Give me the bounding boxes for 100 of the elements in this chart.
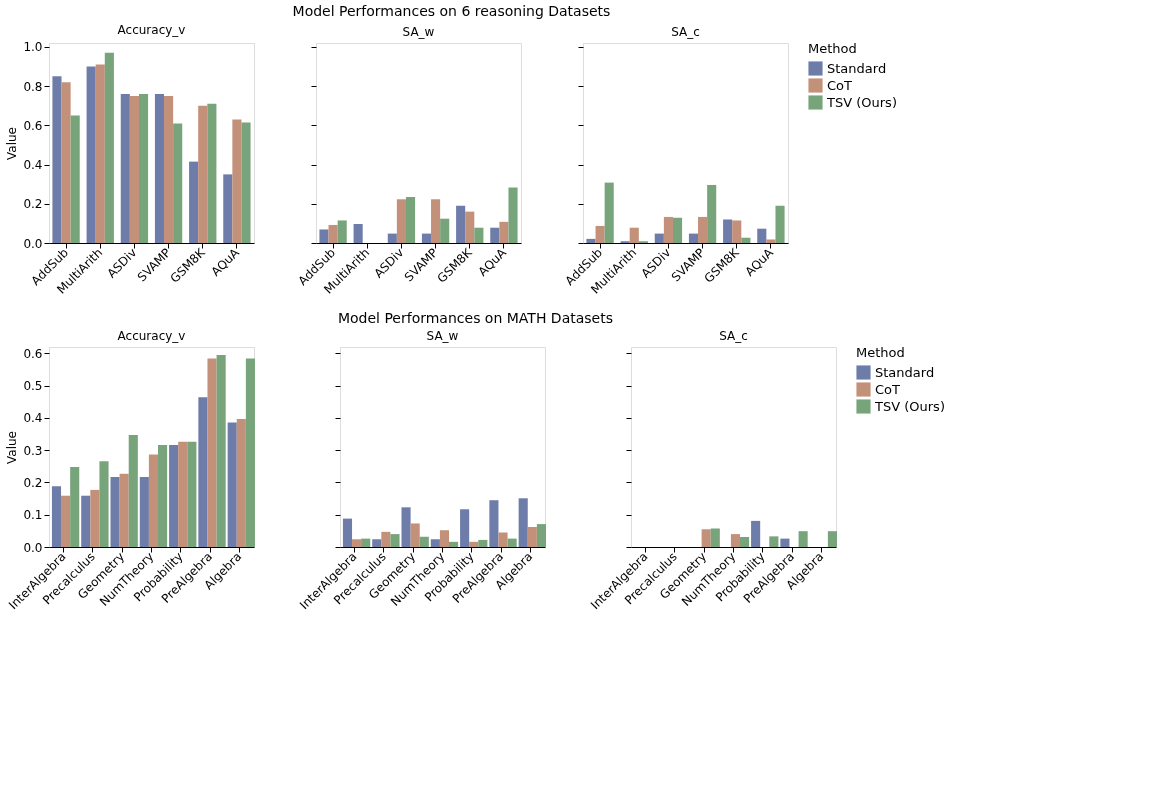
y-tick-label: 0.2 (23, 197, 43, 212)
y-tick-label: 0.2 (23, 475, 43, 490)
bar (456, 205, 466, 243)
chart-title: SA_w (402, 25, 435, 39)
bar (223, 174, 233, 243)
y-tick-label: 1.0 (23, 40, 43, 55)
bar (688, 233, 699, 243)
bar (769, 536, 779, 547)
bar (701, 529, 711, 547)
bar (120, 93, 130, 243)
bar (449, 541, 459, 547)
bar (629, 227, 639, 243)
bar (730, 534, 741, 547)
bar (207, 358, 217, 547)
y-tick-label: 0.4 (23, 158, 43, 173)
bar (431, 199, 441, 243)
bar (751, 520, 761, 547)
bar (732, 220, 742, 243)
bar (663, 216, 673, 243)
bar (827, 531, 837, 547)
bar (536, 524, 546, 547)
bar (372, 539, 382, 547)
bar (401, 507, 411, 547)
y-tick-label: 0.4 (23, 411, 43, 426)
bar (507, 538, 517, 547)
bar (70, 467, 80, 547)
bar (396, 199, 406, 243)
bar (723, 219, 733, 243)
bar (381, 531, 391, 547)
legend-title: Method (808, 41, 857, 56)
y-axis-title: Value (5, 127, 20, 160)
chart-title: SA_c (719, 329, 748, 343)
bar (353, 223, 363, 243)
bar (465, 211, 475, 243)
chart-title: Accuracy_v (117, 22, 186, 37)
y-tick-label: 0.5 (23, 379, 43, 394)
bar (440, 218, 450, 243)
bar (654, 233, 664, 243)
bar (430, 539, 440, 547)
bar (710, 528, 720, 547)
bar (169, 445, 179, 547)
bar (119, 473, 129, 547)
bar (245, 358, 255, 547)
bar (158, 445, 168, 547)
bar (99, 461, 109, 547)
bar (328, 224, 338, 243)
legend-label: CoT (875, 381, 901, 397)
bar (361, 538, 371, 547)
bar (474, 227, 484, 243)
bar (241, 122, 251, 243)
bar (586, 238, 596, 243)
bar (672, 217, 683, 243)
bar (173, 123, 183, 243)
y-tick-label: 0.1 (23, 508, 43, 523)
bar (595, 225, 605, 243)
bar (352, 539, 362, 547)
y-tick-label: 0.6 (23, 118, 43, 133)
chart-title: SA_c (671, 25, 700, 39)
y-tick-label: 0.0 (23, 236, 43, 251)
bar (460, 509, 470, 547)
bar (707, 184, 717, 243)
bar (478, 539, 488, 547)
bar (232, 119, 242, 243)
bar (52, 76, 62, 243)
y-tick-label: 0.0 (23, 540, 43, 555)
bar (508, 187, 518, 243)
bar (527, 527, 537, 547)
bar (70, 115, 80, 243)
bar (387, 233, 397, 243)
y-axis-title: Value (5, 431, 20, 464)
bar (129, 95, 139, 243)
bar (138, 93, 149, 243)
legend-label: Standard (875, 364, 935, 380)
bar (419, 536, 429, 547)
bar (766, 239, 776, 243)
bar (207, 103, 217, 243)
bar (110, 477, 120, 547)
text: Model Performances on MATH Datasets (337, 309, 613, 326)
bar (178, 441, 188, 547)
bar (740, 537, 750, 547)
bar (798, 531, 808, 547)
text: Model Performances on 6 reasoning Datasets (292, 3, 611, 20)
bar (61, 495, 71, 547)
chart-title: SA_w (426, 329, 459, 343)
bar (51, 486, 62, 547)
bar (128, 435, 138, 547)
legend-label: CoT (827, 77, 853, 93)
bar (490, 227, 500, 243)
bar (198, 397, 208, 547)
bar (342, 518, 353, 547)
legend-label: Standard (827, 60, 887, 76)
bar (741, 237, 751, 243)
bar (489, 500, 499, 547)
bar (148, 454, 159, 547)
bar (236, 418, 246, 547)
bar (405, 196, 416, 243)
bar (337, 220, 347, 243)
bar (95, 64, 105, 243)
bar (154, 93, 165, 243)
bar (104, 52, 114, 243)
